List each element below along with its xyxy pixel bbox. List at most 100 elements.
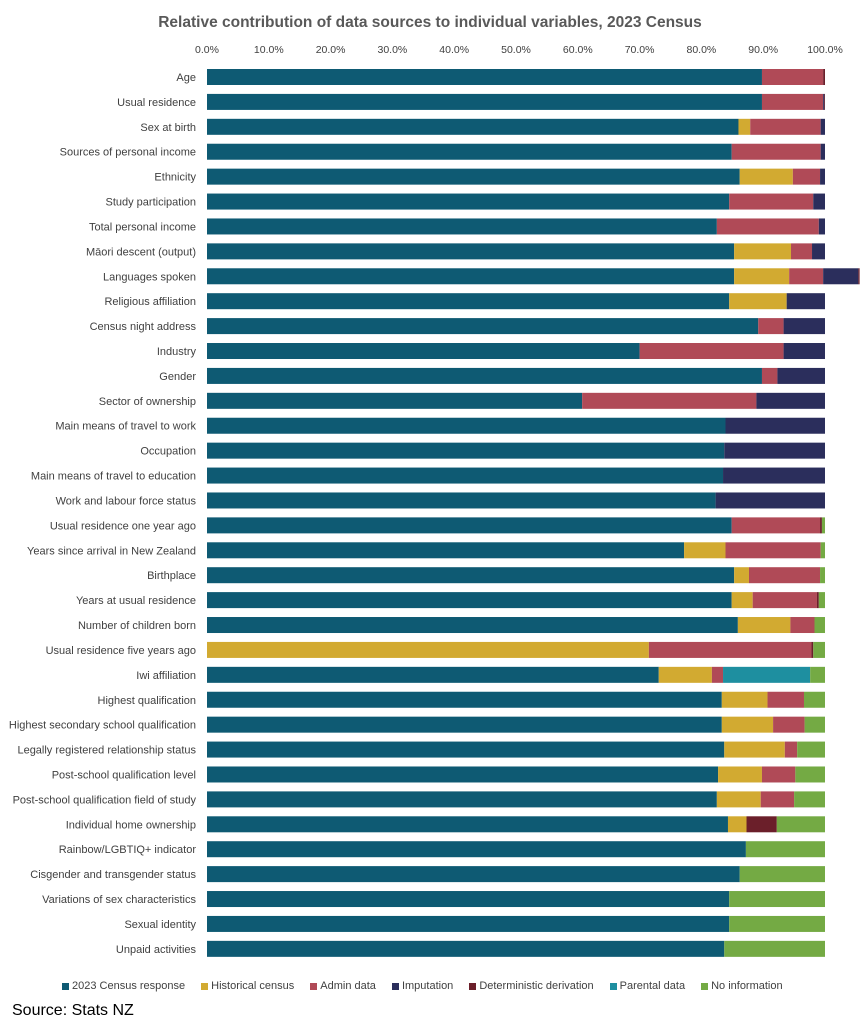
x-tick-label: 20.0%	[316, 44, 346, 56]
bar-imputation	[786, 293, 825, 310]
bar-historical-census	[738, 118, 751, 135]
bar-deterministic-derivation	[824, 93, 825, 110]
bar-admin-data	[648, 641, 812, 658]
bar-imputation	[777, 367, 825, 384]
bar-admin-data	[761, 69, 824, 85]
bar-deterministic-derivation	[823, 69, 825, 85]
category-label: Ethnicity	[154, 172, 196, 184]
bar-no-information	[794, 791, 825, 808]
category-label: Variations of sex characteristics	[42, 894, 196, 906]
legend-item: Deterministic derivation	[469, 980, 594, 992]
bar-admin-data	[731, 143, 821, 160]
x-tick-label: 90.0%	[748, 44, 778, 56]
bar-2023-census-response	[207, 915, 730, 932]
x-tick-label: 30.0%	[378, 44, 408, 56]
bar-historical-census	[658, 666, 712, 683]
bar-no-information	[729, 915, 825, 932]
bar-admin-data	[731, 517, 821, 534]
bar-imputation	[756, 392, 825, 409]
bar-2023-census-response	[207, 891, 730, 908]
x-tick-label: 10.0%	[254, 44, 284, 56]
bar-deterministic-derivation	[858, 268, 860, 285]
category-label: Sexual identity	[124, 919, 196, 931]
legend-label: Deterministic derivation	[479, 980, 594, 992]
category-label: Māori descent (output)	[86, 246, 196, 258]
legend-item: Historical census	[201, 980, 294, 992]
category-label: Usual residence one year ago	[50, 520, 196, 532]
category-label: Individual home ownership	[66, 819, 196, 831]
bar-no-information	[797, 741, 825, 758]
bar-deterministic-derivation	[816, 592, 819, 609]
category-label: Sources of personal income	[60, 147, 196, 159]
bar-2023-census-response	[207, 442, 725, 459]
category-label: Study participation	[106, 197, 197, 209]
bar-2023-census-response	[207, 816, 728, 833]
category-label: Census night address	[90, 321, 197, 333]
bar-no-information	[820, 542, 825, 559]
bar-historical-census	[737, 617, 791, 634]
bar-2023-census-response	[207, 592, 732, 609]
bar-admin-data	[752, 592, 817, 609]
bar-imputation	[813, 193, 825, 210]
bar-2023-census-response	[207, 218, 717, 235]
bar-admin-data	[792, 168, 821, 185]
bar-imputation	[715, 492, 825, 509]
bar-2023-census-response	[207, 741, 725, 758]
bar-admin-data	[790, 617, 815, 634]
bar-deterministic-derivation	[811, 641, 814, 658]
legend-swatch	[201, 982, 209, 990]
bar-2023-census-response	[207, 392, 583, 409]
category-label: Gender	[159, 371, 196, 383]
bar-2023-census-response	[207, 542, 685, 559]
legend-item: Parental data	[609, 980, 686, 992]
bar-historical-census	[721, 716, 774, 733]
category-label: Religious affiliation	[104, 296, 196, 308]
bar-2023-census-response	[207, 293, 730, 310]
category-label: Rainbow/LGBTIQ+ indicator	[59, 844, 197, 856]
bar-historical-census	[721, 691, 768, 708]
bar-admin-data	[716, 218, 819, 235]
x-tick-label: 70.0%	[625, 44, 655, 56]
bar-parental-data	[723, 666, 811, 683]
bar-imputation	[823, 93, 825, 110]
legend-swatch	[701, 982, 709, 990]
chart-title: Relative contribution of data sources to…	[158, 14, 702, 31]
bar-imputation	[820, 143, 825, 160]
category-label: Number of children born	[78, 620, 196, 632]
bar-no-information	[814, 617, 825, 634]
bar-2023-census-response	[207, 617, 738, 634]
y-axis-labels: Age Usual residence Sex at birth Sources of…	[9, 72, 197, 956]
bar-2023-census-response	[207, 143, 732, 160]
bar-2023-census-response	[207, 866, 740, 883]
category-label: Main means of travel to work	[55, 421, 196, 433]
bar-2023-census-response	[207, 766, 719, 783]
bar-no-information	[776, 816, 825, 833]
bar-admin-data	[711, 666, 724, 683]
bar-2023-census-response	[207, 517, 732, 534]
x-tick-label: 80.0%	[687, 44, 717, 56]
legend-swatch	[469, 982, 477, 990]
bar-2023-census-response	[207, 791, 717, 808]
bar-admin-data	[639, 343, 784, 360]
category-label: Post-school qualification level	[52, 769, 196, 781]
legend-label: No information	[711, 980, 783, 992]
bar-2023-census-response	[207, 716, 722, 733]
bar-2023-census-response	[207, 467, 724, 484]
category-label: Occupation	[140, 446, 196, 458]
bar-2023-census-response	[207, 567, 735, 584]
x-tick-label: 40.0%	[439, 44, 469, 56]
bar-deterministic-derivation	[746, 816, 777, 833]
bar-2023-census-response	[207, 193, 730, 210]
bar-imputation	[820, 168, 825, 185]
legend-label: Parental data	[619, 980, 686, 992]
bar-2023-census-response	[207, 168, 740, 185]
bar-2023-census-response	[207, 940, 725, 957]
category-label: Highest secondary school qualification	[9, 720, 196, 732]
category-label: Languages spoken	[103, 271, 196, 283]
bar-historical-census	[734, 243, 792, 260]
bar-imputation	[724, 442, 825, 459]
bar-admin-data	[760, 791, 795, 808]
category-label: Post-school qualification field of study	[13, 794, 197, 806]
bar-no-information	[813, 641, 825, 658]
bar-admin-data	[582, 392, 757, 409]
